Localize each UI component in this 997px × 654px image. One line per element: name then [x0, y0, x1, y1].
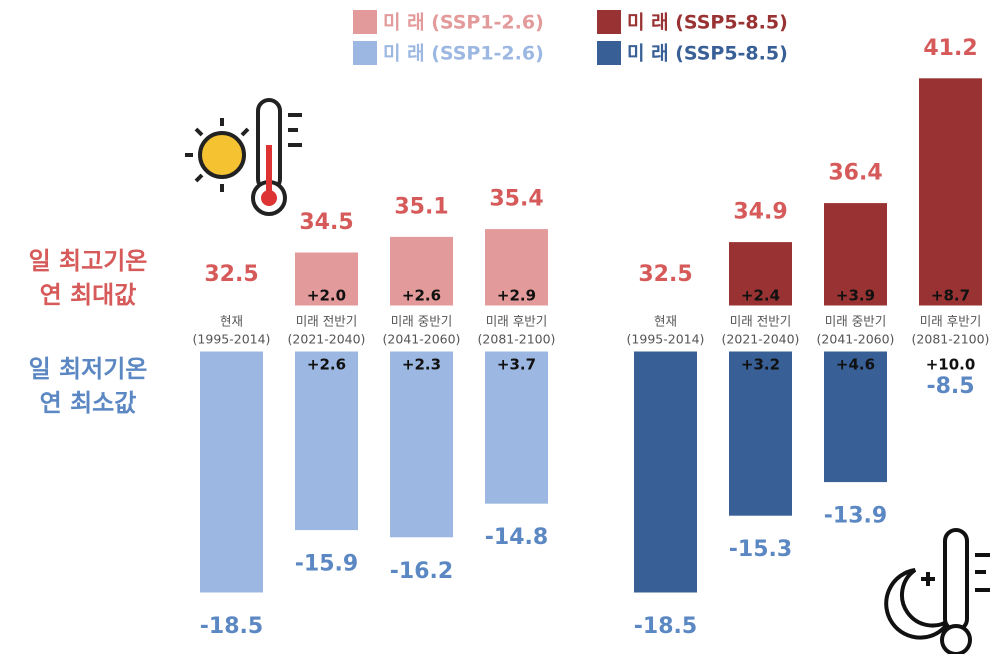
legend-swatch	[597, 10, 621, 34]
value-label: -16.2	[390, 559, 453, 584]
change-label: +2.6	[402, 287, 441, 305]
value-label: -8.5	[926, 374, 974, 399]
row-label: 연 최소값	[40, 389, 137, 417]
x-tick-label: 미래 전반기	[296, 314, 357, 329]
x-tick-label: (2081-2100)	[912, 332, 990, 347]
bar	[295, 351, 358, 531]
value-label: -15.9	[295, 552, 358, 577]
legend-label: 미 래 (SSP5-8.5)	[627, 12, 788, 34]
change-label: +2.4	[741, 287, 780, 305]
value-label: -18.5	[200, 614, 263, 639]
bar	[390, 351, 453, 538]
value-label: 34.9	[733, 200, 787, 225]
bar	[729, 242, 792, 306]
x-tick-label: 미래 전반기	[730, 314, 791, 329]
change-label: +10.0	[926, 356, 976, 374]
x-tick-label: (1995-2014)	[627, 332, 705, 347]
x-tick-label: 미래 중반기	[825, 314, 886, 329]
value-label: 41.2	[923, 36, 977, 61]
sun-icon	[185, 98, 302, 216]
legend-swatch	[353, 41, 377, 65]
x-tick-label: (2041-2060)	[817, 332, 895, 347]
bar	[295, 252, 358, 306]
bar	[729, 351, 792, 516]
value-label: -13.9	[824, 504, 887, 529]
legend-swatch	[353, 10, 377, 34]
x-tick-label: 현재	[220, 314, 243, 329]
change-label: +8.7	[931, 287, 970, 305]
row-label: 일 최고기온	[29, 247, 148, 275]
change-label: +2.0	[307, 287, 346, 305]
change-label: +2.6	[307, 356, 346, 374]
change-label: +2.3	[402, 356, 441, 374]
value-label: 35.1	[394, 194, 448, 219]
x-tick-label: (2081-2100)	[478, 332, 556, 347]
change-label: +3.7	[497, 356, 536, 374]
bar	[200, 351, 263, 593]
moon-icon	[884, 528, 990, 654]
bar	[485, 351, 548, 504]
legend-swatch	[597, 41, 621, 65]
x-tick-label: 미래 중반기	[391, 314, 452, 329]
legend-label: 미 래 (SSP1-2.6)	[383, 12, 544, 34]
bar	[919, 78, 982, 306]
value-label: 36.4	[828, 161, 882, 186]
value-label: 32.5	[204, 262, 258, 287]
x-tick-label: (2021-2040)	[288, 332, 366, 347]
value-label: -18.5	[634, 614, 697, 639]
change-label: +2.9	[497, 287, 536, 305]
bar	[485, 229, 548, 306]
bar	[390, 236, 453, 306]
row-label: 일 최저기온	[29, 355, 148, 383]
change-label: +3.2	[741, 356, 780, 374]
x-tick-label: (2041-2060)	[383, 332, 461, 347]
bar	[824, 203, 887, 306]
value-label: -14.8	[485, 525, 548, 550]
x-tick-label: 현재	[654, 314, 677, 329]
value-label: 34.5	[299, 210, 353, 235]
change-label: +3.9	[836, 287, 875, 305]
value-label: -15.3	[729, 537, 792, 562]
legend-label: 미 래 (SSP5-8.5)	[627, 43, 788, 65]
value-label: 35.4	[489, 187, 543, 212]
x-tick-label: (1995-2014)	[193, 332, 271, 347]
x-tick-label: 미래 후반기	[486, 314, 547, 329]
legend-label: 미 래 (SSP1-2.6)	[383, 43, 544, 65]
bar	[634, 351, 697, 593]
change-label: +4.6	[836, 356, 875, 374]
x-tick-label: (2021-2040)	[722, 332, 800, 347]
row-label: 연 최대값	[40, 281, 137, 309]
bar	[824, 351, 887, 483]
value-label: 32.5	[638, 262, 692, 287]
x-tick-label: 미래 후반기	[920, 314, 981, 329]
